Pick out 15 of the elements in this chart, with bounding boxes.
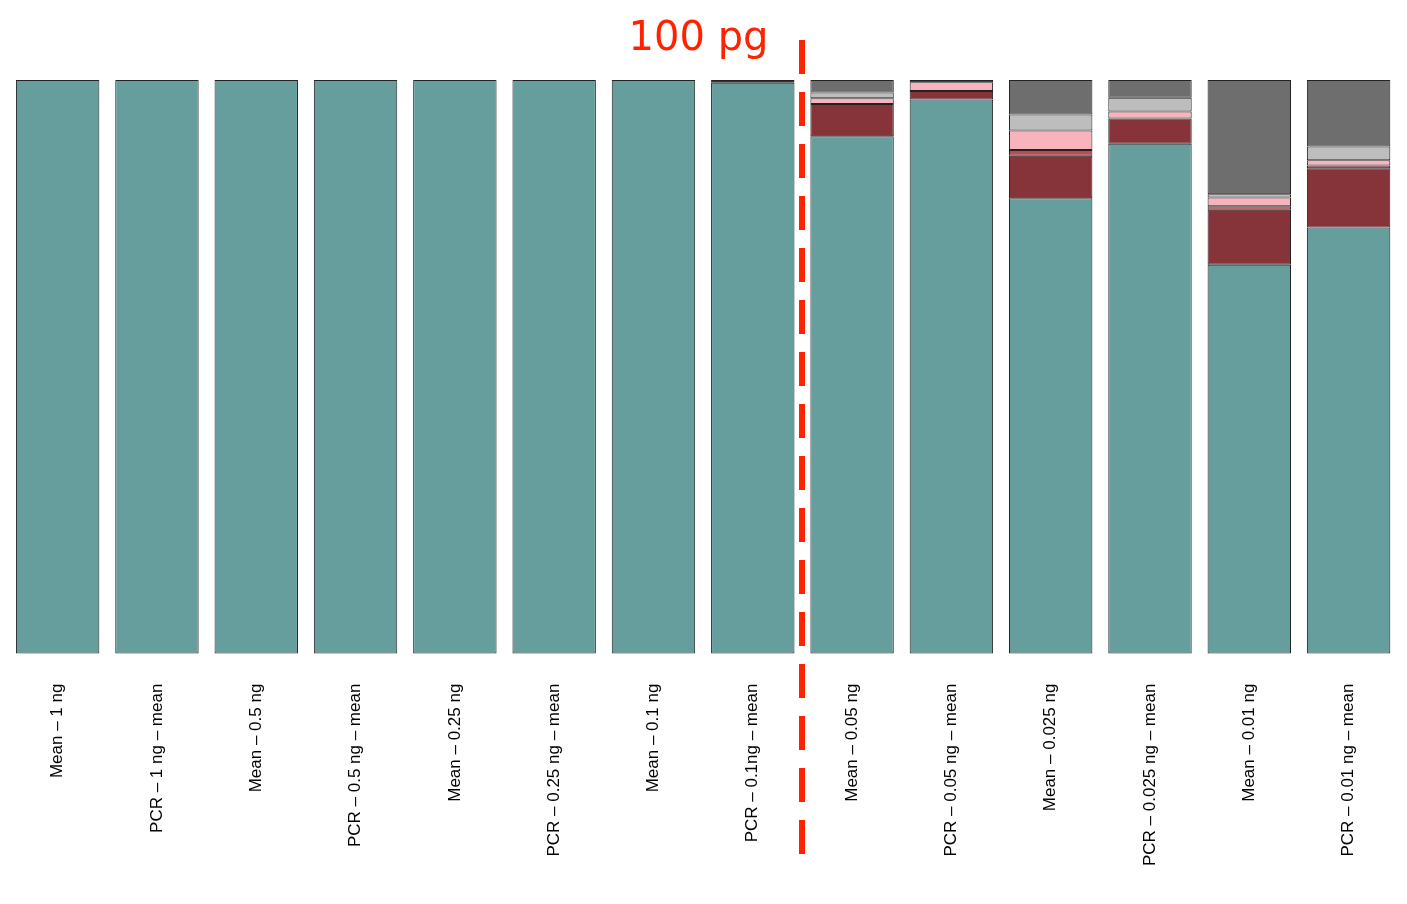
text: 100 pg	[628, 13, 769, 60]
x-tick-label: Mean – 0.025 ng	[1040, 683, 1060, 812]
x-tick-label: PCR – 0.01 ng – mean	[1338, 683, 1358, 857]
x-tick-label: PCR – 0.1ng – mean	[742, 683, 762, 843]
x-tick-label: PCR – 0.05 ng – mean	[941, 683, 961, 857]
x-tick-label: PCR – 1 ng – mean	[146, 683, 166, 833]
x-tick-label: PCR – 0.025 ng – mean	[1139, 683, 1159, 867]
x-tick-label: Mean – 0.5 ng	[245, 683, 265, 793]
x-tick-label: Mean – 0.05 ng	[841, 683, 861, 802]
x-tick-label: Mean – 0.1 ng	[643, 683, 663, 793]
x-tick-label: Mean – 0.01 ng	[1238, 683, 1258, 802]
x-tick-label: Mean – 1 ng	[47, 683, 67, 779]
x-tick-label: PCR – 0.5 ng – mean	[345, 683, 365, 848]
x-tick-label: Mean – 0.25 ng	[444, 683, 464, 802]
x-tick-label: PCR – 0.25 ng – mean	[543, 683, 563, 857]
